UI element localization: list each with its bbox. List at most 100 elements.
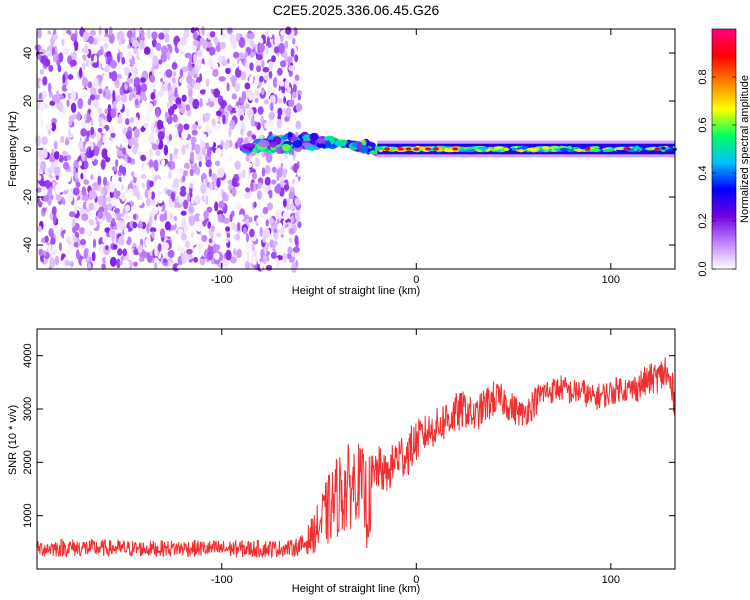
carrier-cell <box>329 138 335 145</box>
noise-cell <box>61 126 67 133</box>
noise-cell <box>43 194 49 202</box>
noise-cell <box>148 82 152 90</box>
noise-cell <box>67 191 74 203</box>
noise-cell <box>192 98 200 110</box>
noise-cell <box>196 225 202 232</box>
noise-cell <box>268 111 275 120</box>
noise-cell <box>91 191 97 200</box>
noise-cell <box>294 54 299 63</box>
noise-cell <box>290 215 295 223</box>
noise-cell <box>227 104 233 112</box>
carrier-core <box>458 148 467 152</box>
noise-cell <box>111 70 118 82</box>
noise-cell <box>81 89 88 96</box>
noise-cell <box>107 54 111 66</box>
noise-cell <box>264 165 271 175</box>
noise-cell <box>204 90 209 102</box>
noise-cell <box>200 183 207 194</box>
noise-cell <box>102 128 106 135</box>
noise-cell <box>156 190 163 196</box>
noise-cell <box>73 204 78 215</box>
carrier-core <box>603 148 615 152</box>
noise-cell <box>145 198 151 207</box>
noise-cell <box>70 51 77 62</box>
noise-cell <box>124 83 128 90</box>
noise-cell <box>183 162 191 170</box>
noise-cell <box>192 179 197 187</box>
noise-cell <box>261 59 265 68</box>
noise-cell <box>273 232 279 241</box>
noise-cell <box>78 160 82 167</box>
noise-cell <box>222 137 227 143</box>
noise-cell <box>235 233 240 241</box>
noise-cell <box>213 36 219 43</box>
noise-cell <box>245 61 250 70</box>
noise-cell <box>294 198 301 206</box>
noise-cell <box>81 186 87 197</box>
noise-cell <box>133 77 141 85</box>
noise-cell <box>209 69 213 79</box>
noise-cell <box>172 70 177 77</box>
noise-cell <box>251 134 257 140</box>
noise-cell <box>54 228 61 239</box>
noise-cell <box>39 101 45 112</box>
snr-frame <box>36 328 676 570</box>
colorbar-frame <box>711 28 737 270</box>
noise-cell <box>297 90 302 96</box>
noise-cell <box>69 211 76 218</box>
noise-cell <box>140 154 147 161</box>
noise-cell <box>244 82 251 90</box>
carrier-cell <box>309 132 319 141</box>
noise-cell <box>252 255 257 262</box>
noise-cell <box>268 70 273 79</box>
noise-cell <box>120 94 128 103</box>
noise-cell <box>116 137 121 148</box>
noise-cell <box>63 233 68 239</box>
noise-cell <box>277 107 283 117</box>
noise-cell <box>155 42 162 51</box>
noise-cell <box>186 253 193 260</box>
noise-cell <box>108 26 113 37</box>
noise-cell <box>120 160 127 168</box>
noise-cell <box>213 88 221 98</box>
noise-cell <box>205 195 209 206</box>
carrier-core <box>549 145 560 149</box>
noise-cell <box>175 97 182 105</box>
noise-cell <box>104 205 108 215</box>
noise-cell <box>180 36 187 46</box>
noise-cell <box>210 81 217 90</box>
noise-cell <box>243 193 251 200</box>
noise-cell <box>94 92 100 101</box>
noise-cell <box>202 133 207 142</box>
spectrogram-y-tick-label: 20 <box>22 95 34 107</box>
noise-cell <box>115 95 122 102</box>
noise-cell <box>133 261 138 267</box>
noise-cell <box>102 134 110 145</box>
noise-cell <box>79 227 85 235</box>
spectrogram-y-tick-label: -20 <box>22 189 34 205</box>
noise-cell <box>207 221 212 229</box>
noise-cell <box>52 34 58 40</box>
noise-cell <box>217 213 224 223</box>
noise-cell <box>64 260 71 266</box>
noise-cell <box>233 51 240 59</box>
noise-cell <box>163 258 168 264</box>
carrier-core <box>541 146 551 150</box>
noise-cell <box>288 203 296 211</box>
spectrogram-x-label: Height of straight line (km) <box>292 285 420 297</box>
carrier-cell <box>370 142 376 148</box>
noise-cell <box>199 89 207 95</box>
noise-cell <box>81 213 89 221</box>
noise-cell <box>194 195 201 205</box>
noise-cell <box>264 75 269 81</box>
noise-cell <box>183 27 190 39</box>
noise-cell <box>125 107 131 118</box>
carrier-hotspot <box>397 147 404 151</box>
noise-cell <box>179 189 187 197</box>
noise-cell <box>193 246 200 256</box>
noise-cell <box>177 245 181 253</box>
noise-cell <box>181 218 187 229</box>
noise-cell <box>161 159 166 167</box>
noise-cell <box>132 242 137 248</box>
carrier-cell <box>275 146 282 154</box>
